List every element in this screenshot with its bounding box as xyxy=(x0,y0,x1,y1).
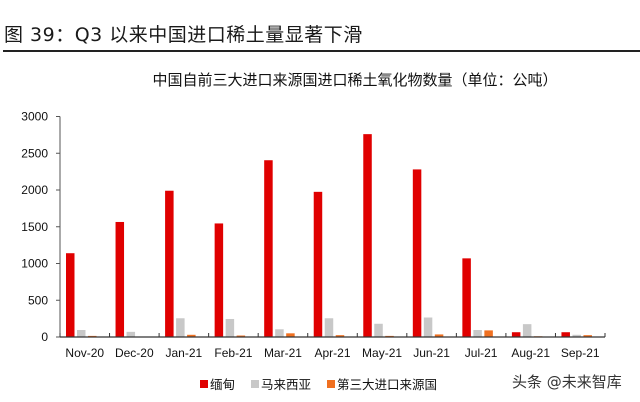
bar xyxy=(187,334,196,337)
bar xyxy=(423,317,433,337)
bars xyxy=(66,134,592,337)
x-tick-label: Jun-21 xyxy=(413,346,450,360)
bar xyxy=(126,331,136,337)
y-axis: 0 500 1000 1500 2000 2500 3000 xyxy=(21,110,61,344)
bar xyxy=(236,335,246,337)
bar xyxy=(77,330,86,337)
legend-label: 第三大进口来源国 xyxy=(337,377,438,392)
watermark: 头条 @未来智库 xyxy=(512,373,622,391)
y-tick-label: 3000 xyxy=(21,110,48,124)
bar xyxy=(286,333,295,337)
legend-swatch-icon xyxy=(200,379,208,388)
bar xyxy=(522,324,532,337)
bar xyxy=(484,330,493,337)
chart-title: 中国自前三大进口来源国进口稀土氧化物数量（单位：公吨） xyxy=(152,71,558,89)
x-tick-label: Dec-20 xyxy=(115,346,154,360)
bar xyxy=(225,318,235,337)
x-tick-label: Nov-20 xyxy=(65,346,104,360)
bar xyxy=(214,223,224,337)
bar xyxy=(324,318,334,337)
y-tick-label: 1000 xyxy=(21,257,48,271)
bar xyxy=(374,323,383,337)
y-tick-label: 1500 xyxy=(21,220,48,234)
bar xyxy=(313,191,323,337)
legend-label: 缅甸 xyxy=(210,377,236,392)
legend-swatch-icon xyxy=(251,379,260,388)
x-tick-label: Apr-21 xyxy=(314,346,350,360)
x-tick-label: May-21 xyxy=(362,346,402,360)
bar xyxy=(572,334,581,337)
bar xyxy=(583,335,592,337)
bar xyxy=(165,190,174,337)
title-divider xyxy=(3,50,640,52)
bar xyxy=(412,169,422,337)
bar xyxy=(66,253,75,337)
bar xyxy=(473,330,482,337)
legend-item-third-source: 第三大进口来源国 xyxy=(327,374,437,393)
bar xyxy=(434,334,444,337)
bar xyxy=(335,335,345,337)
y-tick-label: 500 xyxy=(28,293,48,307)
legend-item-malaysia: 马来西亚 xyxy=(251,374,311,393)
legend-label: 马来西亚 xyxy=(261,377,312,392)
x-tick-label: Feb-21 xyxy=(214,346,252,360)
legend-swatch-icon xyxy=(327,379,336,388)
x-axis: Nov-20 Dec-20 Jan-21 Feb-21 Mar-21 Apr-21 May-… xyxy=(59,333,606,360)
bar xyxy=(511,332,521,337)
x-tick-label: Aug-21 xyxy=(511,346,550,360)
y-tick-label: 0 xyxy=(41,330,48,344)
bar xyxy=(115,221,125,337)
legend: 缅甸 马来西亚 第三大进口来源国 xyxy=(200,374,437,393)
bar xyxy=(363,134,372,337)
y-tick-label: 2000 xyxy=(21,183,48,197)
x-tick-label: Mar-21 xyxy=(264,346,302,360)
x-tick-label: Jul-21 xyxy=(465,346,498,360)
y-tick-label: 2500 xyxy=(21,146,48,160)
x-tick-label: Sep-21 xyxy=(561,346,600,360)
legend-item-myanmar: 缅甸 xyxy=(200,374,235,393)
bar xyxy=(176,318,185,337)
figure-title: 图 39：Q3 以来中国进口稀土量显著下滑 xyxy=(4,24,363,46)
bar xyxy=(264,160,273,337)
bar xyxy=(561,332,570,337)
bar xyxy=(275,329,284,337)
bar xyxy=(462,258,471,337)
x-tick-label: Jan-21 xyxy=(166,346,203,360)
